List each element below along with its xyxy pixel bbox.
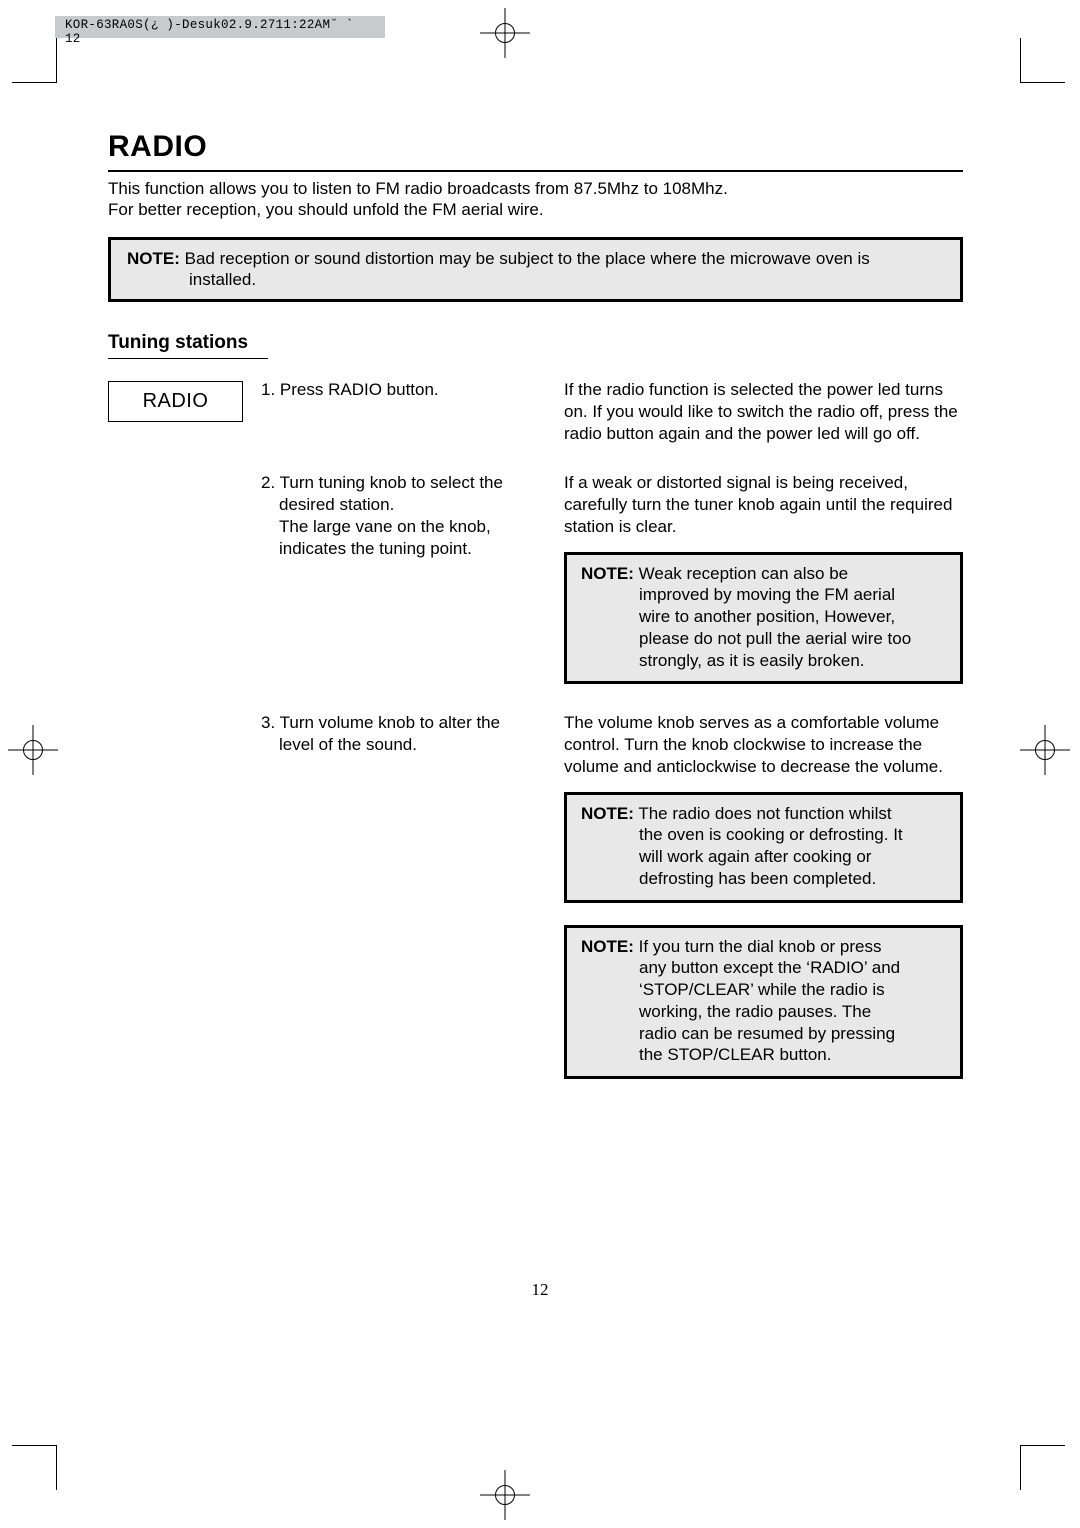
- page-content: RADIO This function allows you to listen…: [108, 130, 963, 1079]
- note-label: NOTE:: [127, 249, 180, 268]
- note-text: strongly, as it is easily broken.: [581, 650, 946, 672]
- step-3-description: The volume knob serves as a comfortable …: [564, 712, 963, 777]
- note-label: NOTE:: [581, 937, 634, 956]
- step-text: desired station.: [261, 494, 546, 516]
- step-3-note-box-a: NOTE: The radio does not function whilst…: [564, 792, 963, 903]
- radio-button-graphic: RADIO: [108, 379, 243, 422]
- file-header-bar: KOR-63RA0S(¿ )-Desuk02.9.2711:22AM˘ ` 12: [55, 16, 385, 38]
- registration-mark-icon: [480, 1470, 530, 1520]
- note-text: Bad reception or sound distortion may be…: [185, 249, 870, 268]
- step-2: 2. Turn tuning knob to select the desire…: [261, 472, 546, 559]
- note-text: working, the radio pauses. The: [581, 1001, 946, 1023]
- trim-mark-icon: [12, 1445, 57, 1490]
- subheading-rule: [108, 358, 268, 359]
- note-text: wire to another position, However,: [581, 606, 946, 628]
- page-number: 12: [0, 1280, 1080, 1300]
- note-text: will work again after cooking or: [581, 846, 946, 868]
- note-text: The radio does not function whilst: [638, 804, 891, 823]
- intro-text: This function allows you to listen to FM…: [108, 178, 963, 221]
- step-text: Turn tuning knob to select the: [280, 473, 503, 492]
- note-text: Weak reception can also be: [639, 564, 848, 583]
- step-row: RADIO 1. Press RADIO button. If the radi…: [108, 379, 963, 444]
- note-text: any button except the ‘RADIO’ and: [581, 957, 946, 979]
- step-number: 3.: [261, 713, 275, 732]
- step-row: 3. Turn volume knob to alter the level o…: [108, 712, 963, 1079]
- step-1-description: If the radio function is selected the po…: [564, 379, 963, 444]
- page-title: RADIO: [108, 130, 963, 164]
- step-text: The large vane on the knob,: [261, 516, 546, 538]
- step-3-note-box-b: NOTE: If you turn the dial knob or press…: [564, 925, 963, 1080]
- intro-line1: This function allows you to listen to FM…: [108, 179, 728, 198]
- note-text: the STOP/CLEAR button.: [581, 1044, 946, 1066]
- trim-mark-icon: [12, 38, 57, 83]
- note-text: improved by moving the FM aerial: [581, 584, 946, 606]
- step-text: Turn volume knob to alter the: [280, 713, 501, 732]
- top-note-box: NOTE: Bad reception or sound distortion …: [108, 237, 963, 303]
- trim-mark-icon: [1020, 38, 1065, 83]
- note-text: defrosting has been completed.: [581, 868, 946, 890]
- trim-mark-icon: [1020, 1445, 1065, 1490]
- note-text: ‘STOP/CLEAR’ while the radio is: [581, 979, 946, 1001]
- registration-mark-icon: [8, 725, 58, 775]
- note-text-cont: installed.: [127, 269, 944, 291]
- step-text: indicates the tuning point.: [261, 538, 546, 560]
- step-row: 2. Turn tuning knob to select the desire…: [108, 472, 963, 684]
- note-text: If you turn the dial knob or press: [639, 937, 882, 956]
- step-2-description: If a weak or distorted signal is being r…: [564, 472, 963, 537]
- note-label: NOTE:: [581, 804, 634, 823]
- file-header-text: KOR-63RA0S(¿ )-Desuk02.9.2711:22AM˘ ` 12: [65, 18, 354, 46]
- subheading: Tuning stations: [108, 332, 963, 354]
- registration-mark-icon: [480, 8, 530, 58]
- title-rule: [108, 170, 963, 172]
- note-label: NOTE:: [581, 564, 634, 583]
- step-2-right: If a weak or distorted signal is being r…: [564, 472, 963, 684]
- radio-button-label: RADIO: [108, 381, 243, 422]
- note-text: please do not pull the aerial wire too: [581, 628, 946, 650]
- registration-mark-icon: [1020, 725, 1070, 775]
- step-3-right: The volume knob serves as a comfortable …: [564, 712, 963, 1079]
- step-1: 1. Press RADIO button.: [261, 379, 546, 401]
- intro-line2: For better reception, you should unfold …: [108, 200, 544, 219]
- step-number: 2.: [261, 473, 275, 492]
- step-text: level of the sound.: [261, 734, 546, 756]
- note-text: the oven is cooking or defrosting. It: [581, 824, 946, 846]
- note-text: radio can be resumed by pressing: [581, 1023, 946, 1045]
- step-number: 1.: [261, 380, 275, 399]
- step-text: Press RADIO button.: [280, 380, 439, 399]
- step-2-note-box: NOTE: Weak reception can also be improve…: [564, 552, 963, 685]
- step-3: 3. Turn volume knob to alter the level o…: [261, 712, 546, 756]
